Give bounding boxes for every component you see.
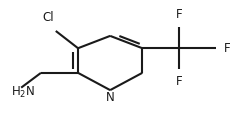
Text: N: N: [106, 91, 114, 104]
Text: F: F: [176, 75, 183, 88]
Text: H$_2$N: H$_2$N: [11, 84, 36, 100]
Text: Cl: Cl: [42, 11, 54, 24]
Text: F: F: [176, 8, 183, 21]
Text: F: F: [224, 42, 230, 55]
